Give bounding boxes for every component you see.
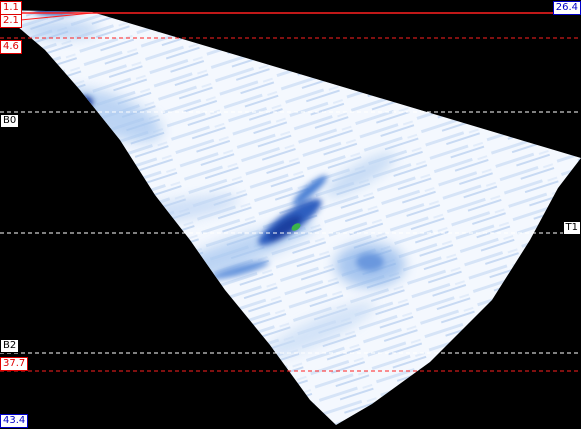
cursor-label-b2: B2 <box>0 339 20 353</box>
range-bottom-left-value: 43.4 <box>0 414 29 428</box>
cursor-label-b0: B0 <box>0 114 20 128</box>
cursor-label-t1: T1 <box>562 221 581 235</box>
marker-top-left: 1.1 <box>0 1 22 15</box>
cursor-label-4-6: 4.6 <box>0 40 22 54</box>
cursor-label-2-1: 2.1 <box>0 14 22 28</box>
range-top-right-value: 26.4 <box>552 1 581 15</box>
cursor-label-37-7: 37.7 <box>0 357 29 371</box>
